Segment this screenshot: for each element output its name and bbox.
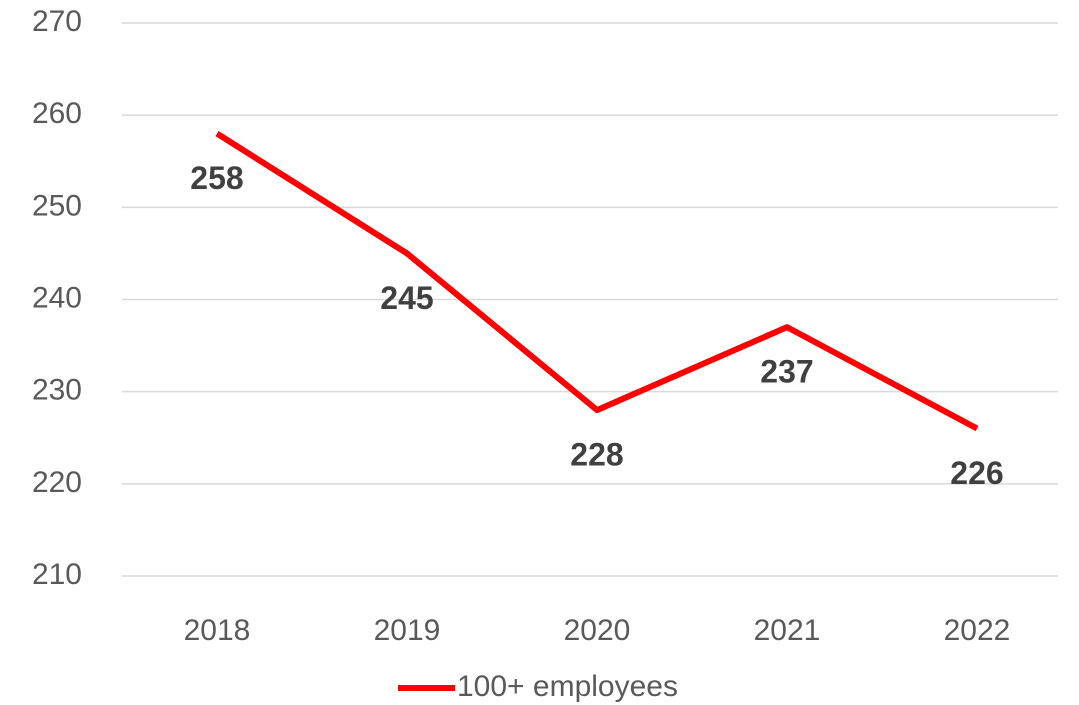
legend-label: 100+ employees xyxy=(457,670,678,703)
y-tick-label: 220 xyxy=(32,466,82,499)
series-line xyxy=(215,131,979,432)
data-label: 258 xyxy=(190,160,243,196)
y-tick-label: 250 xyxy=(32,189,82,222)
y-tick-label: 240 xyxy=(32,281,82,314)
data-label: 226 xyxy=(950,455,1003,491)
y-tick-label: 230 xyxy=(32,374,82,407)
data-label: 245 xyxy=(380,280,433,316)
y-tick-label: 260 xyxy=(32,97,82,130)
x-tick-label: 2022 xyxy=(944,614,1011,647)
x-tick-label: 2020 xyxy=(564,614,631,647)
data-label: 237 xyxy=(760,354,813,390)
y-tick-label: 210 xyxy=(32,558,82,591)
y-tick-label: 270 xyxy=(32,5,82,38)
x-tick-label: 2019 xyxy=(374,614,441,647)
data-label: 228 xyxy=(570,437,623,473)
x-tick-label: 2021 xyxy=(754,614,821,647)
x-tick-label: 2018 xyxy=(184,614,251,647)
